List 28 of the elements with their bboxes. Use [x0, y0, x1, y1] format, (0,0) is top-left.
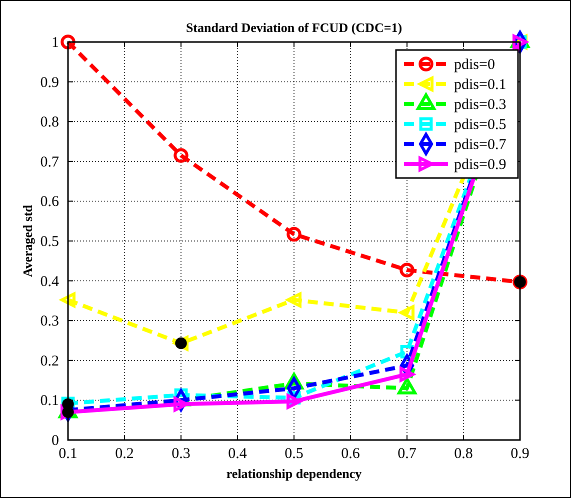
- y-tick-label: 0.4: [40, 274, 60, 290]
- x-axis-title: relationship dependency: [226, 466, 362, 481]
- legend-label: pdis=0.5: [454, 117, 506, 133]
- y-tick-label: 0.5: [40, 234, 59, 250]
- y-axis-title: Averaged std: [20, 204, 35, 278]
- y-tick-label: 0.8: [40, 114, 59, 131]
- y-tick-label: 0.6: [40, 194, 60, 210]
- y-tick-label: 0: [52, 433, 59, 449]
- y-tick-label: 0.9: [40, 74, 59, 91]
- legend-label: pdis=0.7: [454, 137, 507, 153]
- x-tick-label: 0.8: [454, 446, 473, 462]
- x-tick-label: 0.3: [172, 446, 190, 462]
- y-tick-label: 0.7: [40, 154, 60, 170]
- x-tick-label: 0.5: [284, 446, 304, 462]
- x-tick-label: 0.2: [115, 446, 134, 462]
- x-tick-label: 0.4: [228, 446, 248, 462]
- x-tick-label: 0.6: [341, 446, 360, 462]
- y-tick-label: 0.3: [40, 314, 59, 330]
- legend-label: pdis=0.3: [454, 97, 506, 113]
- y-tick-label: 0.2: [40, 353, 59, 370]
- chart-title: Standard Deviation of FCUD (CDC=1): [186, 20, 402, 35]
- y-tick-label: 1: [52, 35, 59, 51]
- legend-label: pdis=0.1: [454, 77, 506, 93]
- legend-label: pdis=0.9: [454, 157, 506, 173]
- x-tick-label: 0.9: [510, 446, 530, 462]
- y-tick-label: 0.1: [40, 393, 59, 410]
- x-tick-label: 0.7: [398, 446, 417, 462]
- legend-label: pdis=0: [454, 57, 495, 73]
